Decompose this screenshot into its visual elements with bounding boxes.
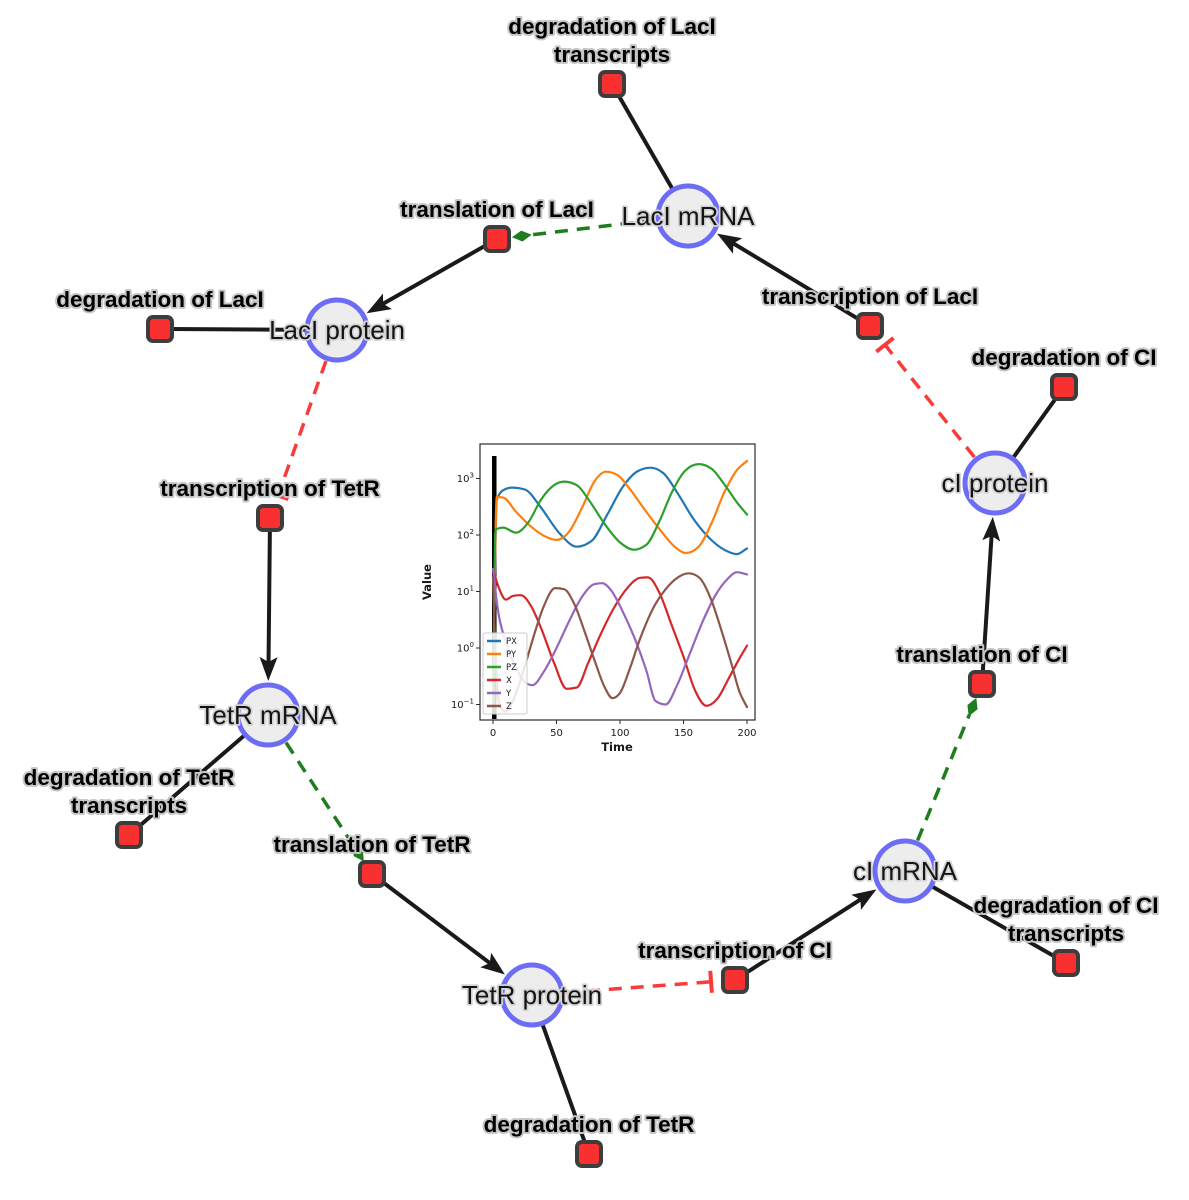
chart-y-tick-label: 102 [457, 528, 474, 542]
legend-label-Y: Y [505, 689, 512, 699]
edge-transcription-ci-ci-mrna [744, 889, 877, 976]
legend-label-Z: Z [506, 702, 512, 712]
laci-protein-label: LacI protein [269, 315, 405, 345]
reaction-node-degradation-ci-transcripts[interactable] [1052, 949, 1080, 977]
inset-chart: Time Value 0 50 100 150 200 103 102 101 100 10−1 P… [420, 443, 757, 754]
ci-mrna-label: cI mRNA [853, 856, 958, 886]
edge-transcription-tetr-tetr-mrna [259, 529, 278, 681]
edge-tetr-mrna-translation-tetr [284, 741, 364, 862]
edge-laci-protein-transcription-tetr [267, 360, 328, 501]
edges-layer [135, 91, 1060, 1146]
species-node-laci-mrna[interactable] [655, 183, 721, 249]
edge-translation-ci-ci-protein [980, 516, 1001, 673]
ci-protein-label: cI protein [942, 468, 1049, 498]
legend-label-PX: PX [506, 637, 517, 647]
reaction-node-degradation-tetr-transcripts[interactable] [115, 821, 143, 849]
species-node-laci-protein[interactable] [304, 297, 370, 363]
edge-tetr-mrna-degradation-tetr-transcripts [135, 733, 247, 830]
arrowhead [366, 293, 392, 314]
chart-x-tick-label: 150 [674, 728, 693, 739]
tetr-protein-label: TetR protein [462, 980, 602, 1010]
chart-x-axis-label: Time [601, 740, 633, 754]
reaction-node-degradation-laci[interactable] [146, 315, 174, 343]
species-node-tetr-protein[interactable] [499, 962, 565, 1028]
chart-series-PY [491, 459, 749, 706]
degradation-ci-transcripts-label: degradation of CI transcripts [974, 893, 1159, 946]
reaction-node-transcription-tetr[interactable] [256, 504, 284, 532]
edge-laci-mrna-translation-laci [511, 218, 656, 242]
degradation-ci-label: degradation of CI [972, 345, 1157, 370]
tetr-mrna-label: TetR mRNA [199, 700, 337, 730]
edge-ci-protein-degradation-ci [1010, 393, 1060, 460]
modifier-diamond-arrowhead [511, 230, 532, 242]
chart-y-tick-label: 10−1 [451, 698, 474, 712]
legend-label-PZ: PZ [506, 663, 517, 673]
degradation-tetr-label: degradation of TetR [484, 1112, 695, 1137]
edge-tetr-protein-transcription-ci [564, 970, 714, 995]
chart-y-tick-label: 103 [457, 472, 474, 486]
edge-translation-tetr-tetr-protein [380, 879, 505, 975]
species-node-ci-protein[interactable] [962, 450, 1028, 516]
edge-ci-mrna-degradation-ci-transcripts [930, 884, 1059, 960]
laci-mrna-label: LacI mRNA [622, 201, 756, 231]
chart-y-tick-label: 100 [457, 641, 474, 655]
transcription-ci-label: transcription of CI [638, 938, 832, 963]
nodes-layer [115, 70, 1080, 1168]
edge-ci-protein-transcription-laci [875, 336, 976, 459]
reaction-node-transcription-ci[interactable] [721, 966, 749, 994]
species-node-ci-mrna[interactable] [872, 838, 938, 904]
arrowhead [851, 889, 877, 910]
chart-x-tick-label: 50 [550, 728, 563, 739]
chart-series-PZ [491, 463, 749, 706]
edge-laci-mrna-degradation-laci-transcripts [615, 91, 675, 191]
edge-laci-protein-degradation-laci [169, 327, 308, 332]
inhibitor-tbar [267, 489, 290, 501]
species-node-tetr-mrna[interactable] [235, 682, 301, 748]
reaction-node-transcription-laci[interactable] [856, 312, 884, 340]
translation-tetr-label: translation of TetR [273, 832, 470, 857]
reaction-node-degradation-laci-transcripts[interactable] [598, 70, 626, 98]
legend-label-PY: PY [506, 650, 517, 660]
chart-x-tick-label: 0 [490, 728, 496, 739]
edge-translation-laci-laci-protein [366, 243, 488, 314]
labels-layer: degradation of LacI transcripts translatio… [22, 12, 1161, 1139]
transcription-tetr-label: transcription of TetR [160, 476, 380, 501]
chart-x-tick-label: 200 [737, 728, 756, 739]
arrowhead [717, 233, 743, 254]
transcription-laci-label: transcription of LacI [762, 284, 978, 309]
arrowhead [259, 656, 278, 681]
translation-laci-label: translation of LacI [400, 197, 594, 222]
edge-ci-mrna-translation-ci [915, 697, 978, 842]
reaction-node-translation-laci[interactable] [483, 225, 511, 253]
legend-label-X: X [506, 676, 512, 686]
reaction-node-degradation-tetr[interactable] [575, 1140, 603, 1168]
degradation-laci-transcripts-label: degradation of LacI transcripts [508, 14, 716, 67]
chart-legend: PX PY PZ XYZ [482, 632, 528, 715]
degradation-laci-label: degradation of LacI [56, 287, 264, 312]
translation-ci-label: translation of CI [896, 642, 1067, 667]
reaction-node-translation-tetr[interactable] [358, 860, 386, 888]
modifier-diamond-arrowhead [967, 697, 978, 717]
edge-tetr-protein-degradation-tetr [540, 1022, 588, 1146]
modifier-diamond-arrowhead [352, 844, 364, 862]
degradation-tetr-transcripts-label: degradation of TetR transcripts [24, 765, 235, 818]
chart-y-tick-label: 101 [457, 585, 474, 599]
reaction-node-translation-ci[interactable] [968, 670, 996, 698]
arrowhead [480, 952, 505, 975]
inhibitor-tbar [875, 336, 895, 354]
chart-y-axis-label: Value [420, 564, 434, 600]
chart-x-tick-label: 100 [610, 728, 629, 739]
reaction-node-degradation-ci[interactable] [1050, 373, 1078, 401]
arrowhead [982, 516, 1001, 542]
chart-series-X [491, 567, 749, 707]
inhibitor-tbar [708, 970, 714, 993]
edge-transcription-laci-laci-mrna [717, 233, 861, 322]
